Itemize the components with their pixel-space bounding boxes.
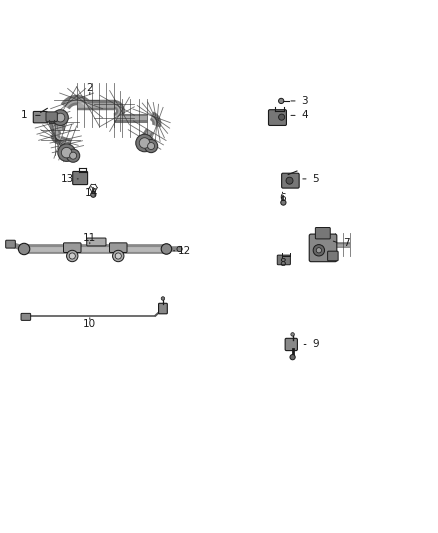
Text: 7: 7	[343, 238, 350, 248]
Circle shape	[313, 245, 325, 256]
FancyBboxPatch shape	[46, 112, 57, 122]
FancyBboxPatch shape	[33, 111, 47, 123]
Circle shape	[279, 114, 285, 120]
FancyBboxPatch shape	[6, 240, 15, 248]
Text: 14: 14	[85, 188, 98, 198]
Circle shape	[148, 142, 155, 150]
Text: 3: 3	[301, 96, 308, 106]
Circle shape	[161, 244, 172, 254]
Circle shape	[91, 192, 96, 197]
Circle shape	[279, 98, 284, 103]
Text: 11: 11	[83, 232, 96, 243]
Text: 10: 10	[83, 319, 96, 329]
Circle shape	[291, 333, 294, 336]
FancyBboxPatch shape	[277, 255, 290, 265]
Text: 2: 2	[86, 83, 93, 93]
FancyBboxPatch shape	[285, 338, 297, 351]
Circle shape	[281, 200, 286, 205]
Circle shape	[53, 110, 68, 125]
Text: 4: 4	[301, 110, 308, 120]
Circle shape	[67, 251, 78, 262]
FancyBboxPatch shape	[87, 238, 106, 246]
FancyBboxPatch shape	[315, 228, 330, 239]
FancyBboxPatch shape	[110, 243, 127, 253]
Circle shape	[56, 113, 65, 122]
Text: 6: 6	[279, 193, 286, 203]
FancyBboxPatch shape	[73, 172, 88, 184]
Circle shape	[290, 354, 295, 360]
Text: 8: 8	[279, 258, 286, 268]
Circle shape	[139, 138, 150, 148]
Circle shape	[161, 297, 165, 300]
FancyBboxPatch shape	[309, 234, 337, 262]
Circle shape	[113, 251, 124, 262]
Circle shape	[18, 243, 30, 255]
Text: 5: 5	[312, 174, 319, 184]
Circle shape	[177, 246, 182, 252]
FancyBboxPatch shape	[282, 173, 299, 188]
FancyBboxPatch shape	[64, 243, 81, 253]
Circle shape	[69, 253, 75, 259]
Text: 12: 12	[177, 246, 191, 256]
Circle shape	[70, 152, 77, 159]
Text: 1: 1	[21, 110, 28, 120]
Circle shape	[316, 248, 321, 253]
Text: 13: 13	[61, 174, 74, 184]
Circle shape	[145, 140, 158, 152]
FancyBboxPatch shape	[328, 251, 338, 261]
Circle shape	[58, 144, 75, 161]
FancyBboxPatch shape	[21, 313, 31, 320]
Circle shape	[61, 147, 72, 158]
FancyBboxPatch shape	[159, 303, 167, 314]
Circle shape	[286, 177, 293, 184]
Text: 9: 9	[312, 340, 319, 350]
Circle shape	[67, 149, 80, 162]
Circle shape	[115, 253, 121, 259]
FancyBboxPatch shape	[268, 110, 286, 125]
Circle shape	[136, 134, 153, 152]
